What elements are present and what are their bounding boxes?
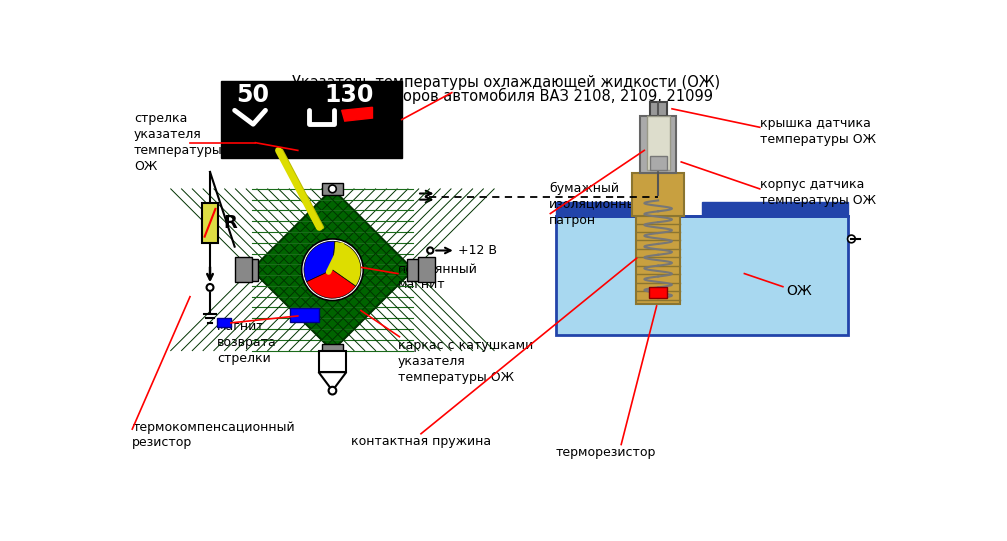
Bar bbox=[646, 116, 670, 170]
Polygon shape bbox=[252, 189, 413, 351]
Text: постоянный
магнит: постоянный магнит bbox=[398, 263, 477, 292]
Polygon shape bbox=[341, 107, 373, 121]
Text: R: R bbox=[224, 214, 238, 232]
Text: термокомпенсационный
резистор: термокомпенсационный резистор bbox=[132, 421, 295, 449]
Wedge shape bbox=[304, 241, 335, 282]
Polygon shape bbox=[321, 183, 343, 195]
Bar bbox=[649, 287, 668, 298]
Bar bbox=[221, 81, 402, 158]
Circle shape bbox=[328, 387, 336, 394]
Circle shape bbox=[848, 235, 855, 243]
Bar bbox=[650, 102, 667, 116]
Bar bbox=[202, 203, 218, 243]
Bar bbox=[635, 216, 681, 305]
Bar bbox=[632, 174, 685, 216]
Text: стрелка
указателя
температуры
ОЖ: стрелка указателя температуры ОЖ bbox=[134, 112, 223, 173]
Text: каркас с катушками
указателя
температуры ОЖ: каркас с катушками указателя температуры… bbox=[398, 339, 533, 384]
Polygon shape bbox=[407, 259, 420, 281]
Circle shape bbox=[328, 185, 336, 193]
Circle shape bbox=[427, 247, 433, 254]
Text: Указатель температуры охлаждающей жидкости (ОЖ): Указатель температуры охлаждающей жидкос… bbox=[292, 75, 720, 90]
Bar bbox=[556, 216, 848, 335]
Text: терморезистор: терморезистор bbox=[556, 446, 656, 459]
Text: ОЖ: ОЖ bbox=[786, 283, 813, 298]
Bar bbox=[702, 202, 848, 216]
Circle shape bbox=[206, 284, 213, 291]
Text: магнит
возврата
стрелки: магнит возврата стрелки bbox=[217, 320, 277, 365]
Bar bbox=[217, 318, 231, 327]
Text: 130: 130 bbox=[324, 83, 374, 107]
Wedge shape bbox=[332, 241, 361, 286]
Bar bbox=[650, 156, 667, 170]
Text: бумажный
изоляционный
патрон: бумажный изоляционный патрон bbox=[549, 182, 645, 227]
Bar bbox=[290, 308, 319, 322]
Bar bbox=[418, 258, 435, 282]
Bar bbox=[235, 258, 252, 282]
Text: в щитке приборов автомобиля ВАЗ 2108, 2109, 21099: в щитке приборов автомобиля ВАЗ 2108, 21… bbox=[298, 88, 713, 104]
Text: контактная пружина: контактная пружина bbox=[350, 435, 491, 448]
Text: корпус датчика
температуры ОЖ: корпус датчика температуры ОЖ bbox=[760, 178, 876, 207]
Polygon shape bbox=[321, 345, 343, 357]
Wedge shape bbox=[306, 270, 355, 298]
Polygon shape bbox=[246, 259, 258, 281]
Bar bbox=[640, 116, 676, 174]
Polygon shape bbox=[318, 372, 346, 391]
Circle shape bbox=[302, 239, 364, 301]
Text: крышка датчика
температуры ОЖ: крышка датчика температуры ОЖ bbox=[760, 117, 876, 146]
Bar bbox=[556, 202, 649, 216]
Text: 50: 50 bbox=[237, 83, 270, 107]
Bar bbox=[318, 351, 346, 372]
Text: +12 В: +12 В bbox=[458, 244, 496, 257]
